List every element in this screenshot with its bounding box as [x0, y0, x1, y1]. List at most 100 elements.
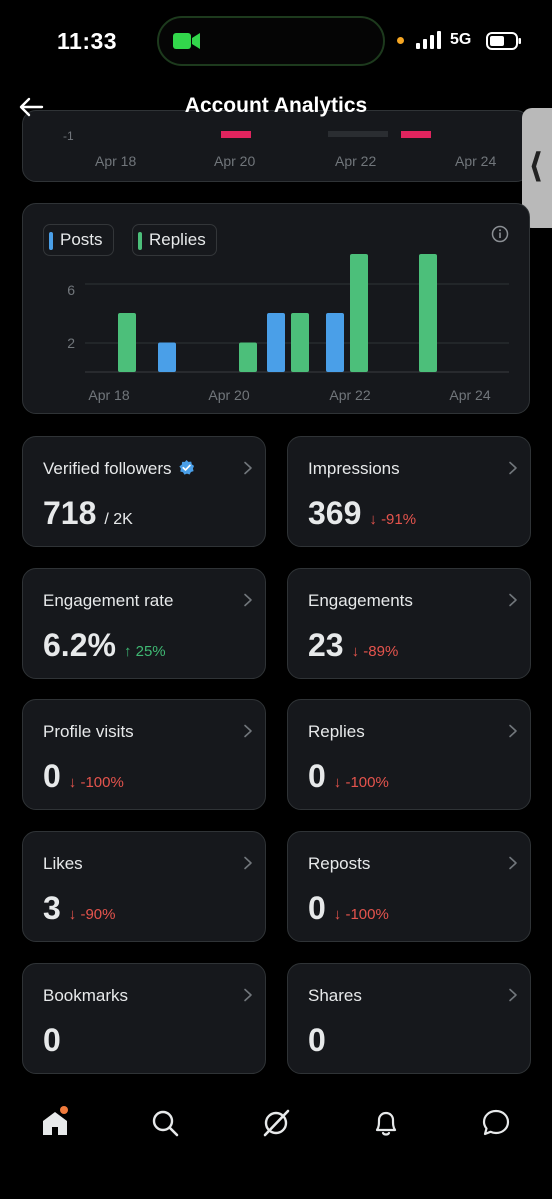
metric-value: 3 ↓ -90% — [43, 890, 116, 927]
metric-label: Profile visits — [43, 722, 134, 742]
metric-label-text: Replies — [308, 722, 365, 741]
legend-label-posts: Posts — [60, 230, 103, 249]
bottom-nav — [0, 1090, 552, 1160]
x-tick-label: Apr 22 — [329, 387, 370, 403]
info-icon[interactable] — [491, 225, 509, 243]
metric-change: ↓ -91% — [369, 511, 416, 528]
posts-bar — [326, 313, 344, 372]
metric-change: ↑ 25% — [124, 643, 166, 660]
chevron-right-icon — [509, 593, 517, 607]
metric-label: Verified followers — [43, 459, 195, 479]
metric-value-text: 718 — [43, 495, 97, 531]
posts-replies-chart-card: Posts Replies 6 2 Apr 18 Apr 20 Apr 22 A… — [22, 203, 530, 414]
legend-posts[interactable]: Posts — [43, 224, 114, 256]
page-title: Account Analytics — [184, 94, 368, 117]
metric-change-text: -100% — [80, 774, 124, 791]
legend-replies[interactable]: Replies — [132, 224, 217, 256]
metric-change: ↓ -100% — [69, 774, 124, 791]
metric-value-text: 3 — [43, 890, 61, 926]
metric-label: Engagement rate — [43, 591, 173, 611]
back-arrow-icon[interactable] — [16, 92, 46, 122]
chevron-right-icon — [244, 724, 252, 738]
metric-value-text: 0 — [308, 758, 326, 794]
x-tick-label: Apr 20 — [208, 387, 249, 403]
privacy-indicator-dot — [397, 37, 404, 44]
metric-value-text: 6.2% — [43, 627, 116, 663]
arrow-down-icon: ↓ — [351, 643, 364, 660]
legend-swatch-replies — [138, 232, 142, 250]
metric-value: 0 — [308, 1022, 326, 1059]
metric-value: 6.2% ↑ 25% — [43, 627, 166, 664]
chevron-right-icon — [509, 856, 517, 870]
metric-label-text: Likes — [43, 854, 83, 873]
legend-label-replies: Replies — [149, 230, 206, 249]
metric-value-text: 0 — [43, 758, 61, 794]
metric-value-text: 369 — [308, 495, 362, 531]
metric-card[interactable]: Reposts 0 ↓ -100% — [287, 831, 531, 942]
chevron-right-icon — [244, 461, 252, 475]
video-camera-icon — [173, 33, 200, 49]
x-tick-label: Apr 20 — [214, 153, 256, 169]
metric-label-text: Impressions — [308, 459, 400, 478]
battery-icon — [486, 32, 521, 50]
arrow-down-icon: ↓ — [68, 906, 81, 923]
messages-icon[interactable] — [481, 1108, 511, 1138]
y-tick-label: 2 — [67, 335, 75, 351]
metric-card[interactable]: Profile visits 0 ↓ -100% — [22, 699, 266, 810]
metric-value: 369 ↓ -91% — [308, 495, 416, 532]
metric-label: Impressions — [308, 459, 400, 479]
metric-label-text: Reposts — [308, 854, 371, 873]
metric-value: 23 ↓ -89% — [308, 627, 398, 664]
status-bar: 11:33 5G — [0, 0, 552, 84]
metric-label: Bookmarks — [43, 986, 128, 1006]
metric-card[interactable]: Impressions 369 ↓ -91% — [287, 436, 531, 547]
metric-card[interactable]: Shares 0 — [287, 963, 531, 1074]
metric-card[interactable]: Bookmarks 0 — [22, 963, 266, 1074]
metric-suffix: / 2K — [104, 511, 133, 528]
metric-value: 0 ↓ -100% — [308, 758, 389, 795]
posts-bar — [158, 342, 176, 372]
legend-swatch-posts — [49, 232, 53, 250]
metric-value: 718 / 2K — [43, 495, 133, 532]
grok-icon[interactable] — [261, 1108, 291, 1138]
side-tab-chevron: ⟨ — [528, 147, 544, 185]
chart-bar — [221, 131, 251, 138]
y-tick-label: 6 — [67, 282, 75, 298]
replies-bar — [350, 254, 368, 372]
metric-card[interactable]: Verified followers 718 / 2K — [22, 436, 266, 547]
bar-chart: 6 2 Apr 18 Apr 20 Apr 22 Apr 24 — [67, 254, 509, 403]
metric-change: ↓ -100% — [334, 906, 389, 923]
metric-value: 0 ↓ -100% — [308, 890, 389, 927]
replies-bar — [239, 342, 257, 372]
chevron-right-icon — [244, 988, 252, 1002]
metric-value-text: 23 — [308, 627, 344, 663]
chevron-right-icon — [244, 593, 252, 607]
x-tick-label: Apr 18 — [88, 387, 129, 403]
metric-card[interactable]: Replies 0 ↓ -100% — [287, 699, 531, 810]
x-tick-label: Apr 24 — [449, 387, 490, 403]
chevron-right-icon — [244, 856, 252, 870]
metric-label-text: Verified followers — [43, 459, 172, 478]
x-tick-label: Apr 18 — [95, 153, 137, 169]
arrow-down-icon: ↓ — [68, 774, 81, 791]
arrow-down-icon: ↓ — [333, 774, 346, 791]
home-notification-dot — [60, 1106, 68, 1114]
replies-bar — [419, 254, 437, 372]
metric-label-text: Engagement rate — [43, 591, 174, 610]
network-label: 5G — [450, 31, 472, 48]
y-tick-label: -1 — [63, 129, 74, 143]
metric-value-text: 0 — [308, 1022, 326, 1058]
bar-group — [118, 254, 437, 372]
metric-change: ↓ -90% — [69, 906, 116, 923]
metric-card[interactable]: Engagements 23 ↓ -89% — [287, 568, 531, 679]
arrow-down-icon: ↓ — [333, 906, 346, 923]
search-icon[interactable] — [150, 1108, 180, 1138]
bell-icon[interactable] — [371, 1108, 401, 1138]
signal-strength-icon — [416, 31, 441, 49]
metric-change-text: -100% — [345, 774, 389, 791]
metric-card[interactable]: Engagement rate 6.2% ↑ 25% — [22, 568, 266, 679]
metric-value: 0 — [43, 1022, 61, 1059]
home-icon[interactable] — [40, 1108, 70, 1138]
status-time: 11:33 — [57, 28, 118, 54]
metric-card[interactable]: Likes 3 ↓ -90% — [22, 831, 266, 942]
